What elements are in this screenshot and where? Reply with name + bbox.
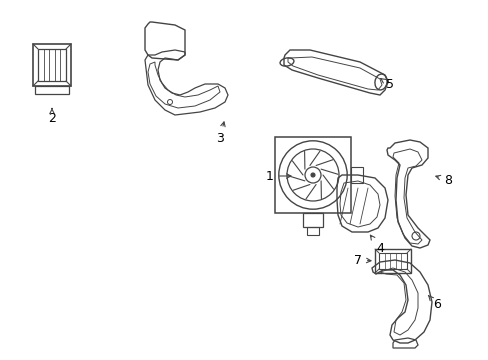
Text: 7: 7 — [353, 253, 370, 266]
Bar — [306, 227, 318, 235]
Bar — [374, 249, 410, 273]
Text: 6: 6 — [427, 296, 440, 311]
Bar — [274, 137, 350, 213]
Bar — [303, 213, 323, 227]
Text: 2: 2 — [48, 109, 56, 125]
Text: 1: 1 — [265, 170, 290, 183]
Text: 3: 3 — [216, 122, 224, 144]
Bar — [33, 44, 71, 86]
Text: 8: 8 — [435, 174, 451, 186]
Ellipse shape — [310, 173, 314, 177]
Bar — [378, 253, 406, 269]
Text: 4: 4 — [369, 235, 383, 255]
Text: 5: 5 — [380, 78, 393, 91]
Bar — [350, 167, 362, 183]
Bar — [38, 49, 66, 81]
